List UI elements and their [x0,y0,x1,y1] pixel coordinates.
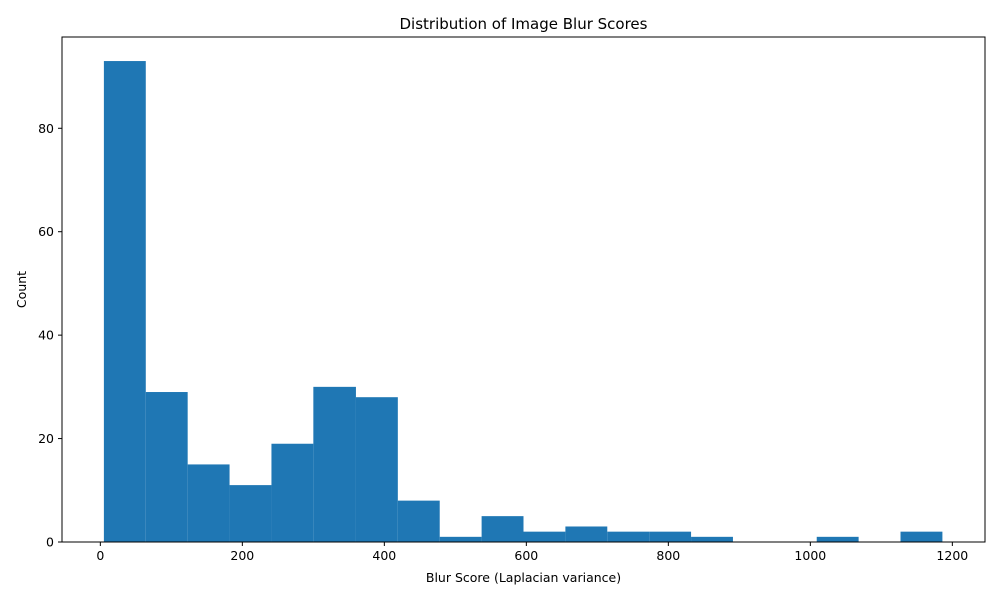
histogram-bar-5 [313,386,356,542]
histogram-bar-0 [103,61,146,543]
chart-title: Distribution of Image Blur Scores [400,15,648,33]
x-tick-label: 800 [656,548,680,563]
x-tick-label: 400 [372,548,396,563]
x-tick-label: 1200 [936,548,968,563]
plot-frame [61,36,986,543]
y-tick-label: 0 [46,535,54,550]
histogram-bar-2 [187,464,230,542]
histogram-bar-6 [355,397,398,542]
histogram-bar-14 [691,536,733,542]
x-axis-label: Blur Score (Laplacian variance) [426,570,621,585]
histogram-bar-12 [607,531,650,542]
histogram-bar-19 [900,531,943,542]
histogram-bar-11 [565,526,608,542]
histogram-bar-9 [481,516,524,542]
histogram-bar-17 [816,536,859,542]
x-tick-label: 200 [230,548,254,563]
histogram-bar-3 [229,485,272,542]
y-tick-label: 40 [38,328,54,343]
x-axis-ticks: 0 200 400 600 800 1000 1200 [96,542,968,563]
y-tick-label: 20 [38,431,54,446]
histogram-bar-13 [649,531,692,542]
y-axis-ticks: 0 20 40 60 80 [38,121,62,550]
bars-group [103,61,943,543]
histogram-bar-8 [439,536,482,542]
histogram-bar-10 [523,531,566,542]
y-tick-label: 60 [38,224,54,239]
histogram-bar-7 [397,500,440,542]
y-axis-label: Count [14,271,29,308]
y-tick-label: 80 [38,121,54,136]
x-tick-label: 600 [514,548,538,563]
x-tick-label: 1000 [794,548,826,563]
histogram-bar-1 [145,392,188,542]
x-tick-label: 0 [96,548,104,563]
histogram-bar-4 [271,443,314,542]
